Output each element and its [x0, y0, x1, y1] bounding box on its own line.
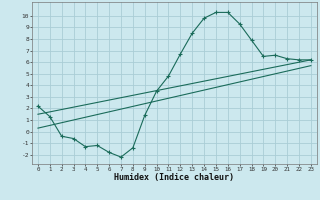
X-axis label: Humidex (Indice chaleur): Humidex (Indice chaleur) — [115, 173, 234, 182]
